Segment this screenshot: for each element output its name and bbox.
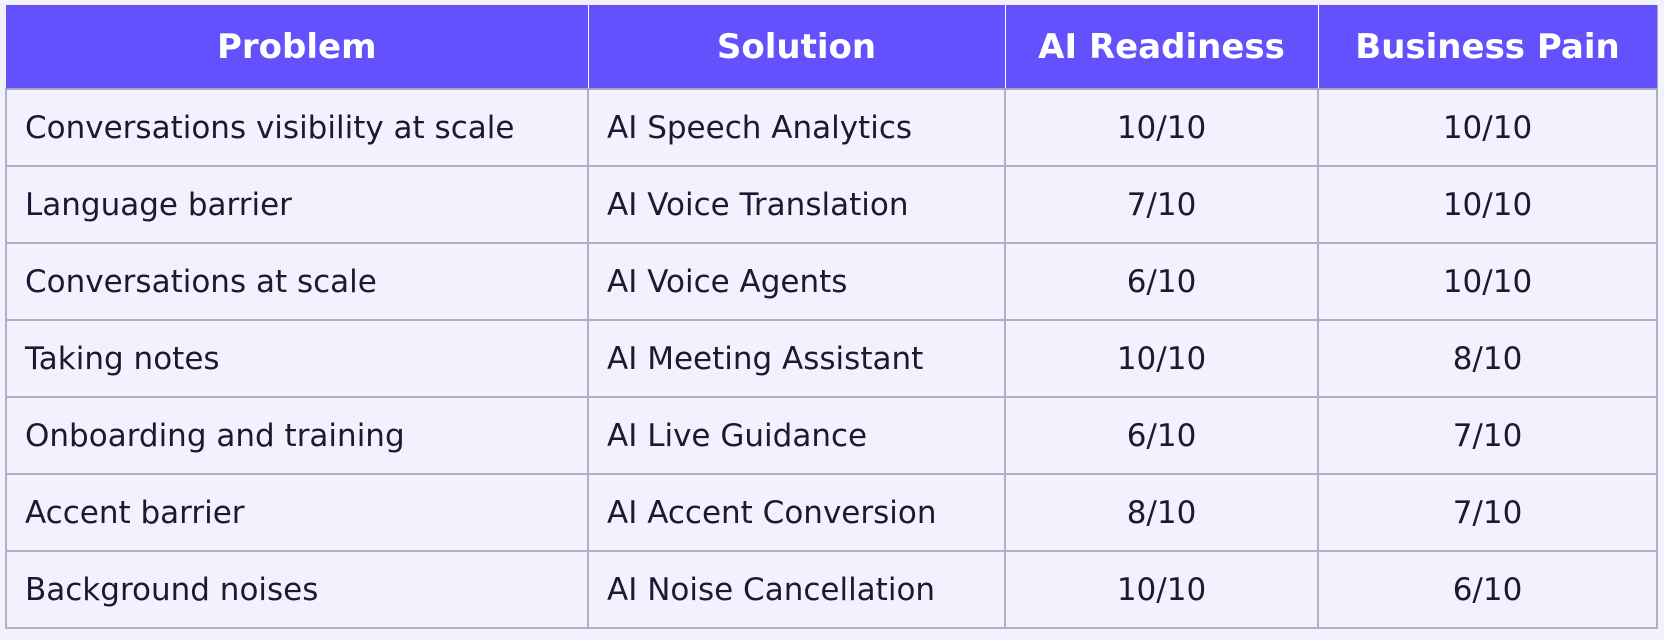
- cell-ai-readiness: 6/10: [1004, 396, 1319, 475]
- cell-business-pain: 10/10: [1317, 242, 1658, 321]
- problem-solution-table: Problem Solution AI Readiness Business P…: [5, 5, 1658, 629]
- cell-solution: AI Voice Translation: [587, 165, 1006, 244]
- cell-business-pain: 6/10: [1317, 550, 1658, 629]
- problem-solution-table-container: Problem Solution AI Readiness Business P…: [5, 5, 1658, 629]
- cell-ai-readiness: 8/10: [1004, 473, 1319, 552]
- cell-business-pain: 7/10: [1317, 396, 1658, 475]
- table-row: Conversations at scale AI Voice Agents 6…: [5, 242, 1658, 321]
- cell-problem: Background noises: [5, 550, 589, 629]
- cell-solution: AI Noise Cancellation: [587, 550, 1006, 629]
- table-row: Onboarding and training AI Live Guidance…: [5, 396, 1658, 475]
- table-row: Background noises AI Noise Cancellation …: [5, 550, 1658, 629]
- cell-problem: Conversations visibility at scale: [5, 88, 589, 167]
- table-row: Language barrier AI Voice Translation 7/…: [5, 165, 1658, 244]
- header-ai-readiness: AI Readiness: [1004, 5, 1319, 90]
- cell-ai-readiness: 7/10: [1004, 165, 1319, 244]
- table-body: Conversations visibility at scale AI Spe…: [5, 88, 1658, 629]
- table-row: Taking notes AI Meeting Assistant 10/10 …: [5, 319, 1658, 398]
- cell-ai-readiness: 10/10: [1004, 319, 1319, 398]
- cell-solution: AI Meeting Assistant: [587, 319, 1006, 398]
- cell-problem: Language barrier: [5, 165, 589, 244]
- header-problem: Problem: [6, 5, 589, 90]
- cell-problem: Conversations at scale: [5, 242, 589, 321]
- table-row: Accent barrier AI Accent Conversion 8/10…: [5, 473, 1658, 552]
- cell-business-pain: 10/10: [1317, 165, 1658, 244]
- cell-solution: AI Speech Analytics: [587, 88, 1006, 167]
- cell-problem: Accent barrier: [5, 473, 589, 552]
- header-business-pain: Business Pain: [1317, 5, 1658, 90]
- table-header: Problem Solution AI Readiness Business P…: [6, 5, 1658, 90]
- cell-solution: AI Voice Agents: [587, 242, 1006, 321]
- header-solution: Solution: [587, 5, 1006, 90]
- cell-business-pain: 7/10: [1317, 473, 1658, 552]
- cell-solution: AI Live Guidance: [587, 396, 1006, 475]
- cell-solution: AI Accent Conversion: [587, 473, 1006, 552]
- header-row: Problem Solution AI Readiness Business P…: [6, 5, 1658, 90]
- cell-ai-readiness: 6/10: [1004, 242, 1319, 321]
- cell-business-pain: 10/10: [1317, 88, 1658, 167]
- cell-business-pain: 8/10: [1317, 319, 1658, 398]
- cell-problem: Onboarding and training: [5, 396, 589, 475]
- cell-ai-readiness: 10/10: [1004, 550, 1319, 629]
- cell-problem: Taking notes: [5, 319, 589, 398]
- table-row: Conversations visibility at scale AI Spe…: [5, 88, 1658, 167]
- cell-ai-readiness: 10/10: [1004, 88, 1319, 167]
